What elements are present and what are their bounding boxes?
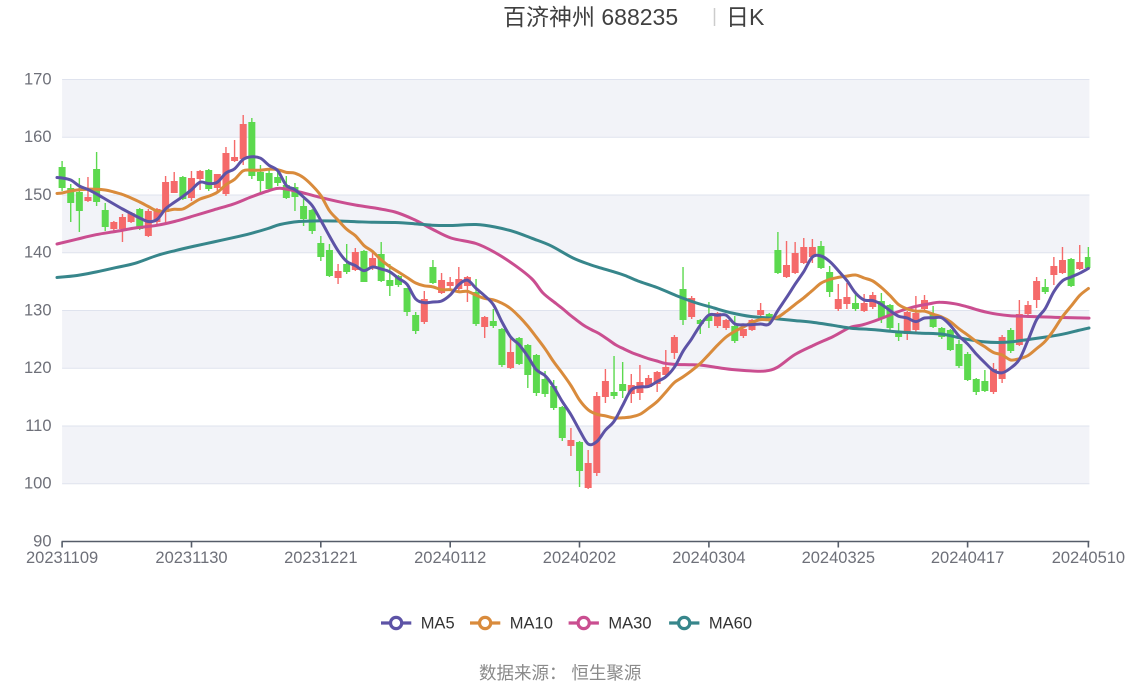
svg-text:20240112: 20240112	[414, 549, 486, 567]
svg-text:20231221: 20231221	[284, 549, 357, 567]
svg-text:日K: 日K	[726, 4, 765, 30]
svg-text:130: 130	[24, 301, 52, 319]
svg-text:120: 120	[24, 359, 52, 377]
svg-text:MA30: MA30	[608, 615, 651, 633]
svg-text:20240304: 20240304	[672, 549, 745, 567]
svg-text:20240510: 20240510	[1052, 549, 1125, 567]
svg-text:20231130: 20231130	[155, 549, 227, 567]
svg-text:160: 160	[24, 128, 52, 146]
svg-text:170: 170	[24, 70, 52, 88]
svg-text:20231109: 20231109	[26, 549, 98, 567]
svg-text:数据来源： 恒生聚源: 数据来源： 恒生聚源	[479, 663, 641, 683]
svg-text:MA60: MA60	[709, 615, 752, 633]
svg-text:百济神州 688235: 百济神州 688235	[503, 4, 678, 30]
svg-text:MA5: MA5	[421, 615, 455, 633]
svg-text:140: 140	[24, 244, 52, 262]
svg-text:20240417: 20240417	[931, 549, 1004, 567]
svg-text:MA10: MA10	[510, 615, 553, 633]
svg-text:110: 110	[25, 417, 51, 435]
svg-text:150: 150	[24, 186, 52, 204]
svg-text:100: 100	[24, 475, 52, 493]
svg-text:90: 90	[33, 532, 51, 550]
svg-text:20240325: 20240325	[802, 549, 875, 567]
svg-text:20240202: 20240202	[543, 549, 616, 567]
